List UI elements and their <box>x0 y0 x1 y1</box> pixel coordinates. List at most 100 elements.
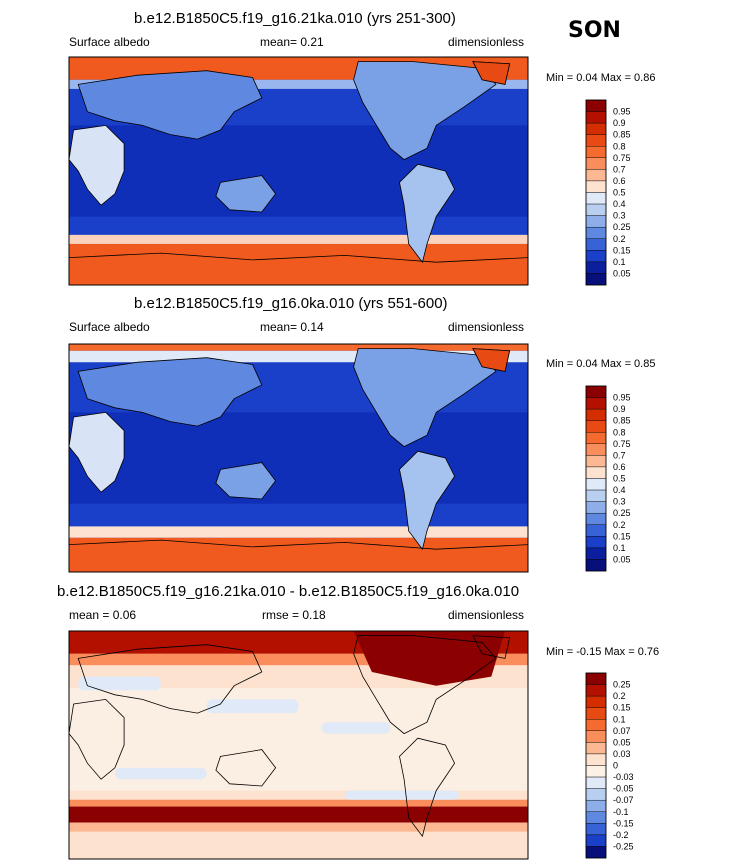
colorbar-swatch <box>585 536 607 549</box>
continent <box>69 411 125 493</box>
colorbar-tick-label: 0.5 <box>613 188 626 198</box>
colorbar-swatch <box>585 753 607 766</box>
colorbar-tick-label: 0.75 <box>613 153 631 163</box>
panel-3-units: dimensionless <box>448 608 525 622</box>
colorbar-tick-label: -0.07 <box>613 795 634 805</box>
colorbar-swatch <box>585 489 607 502</box>
colorbar-swatch <box>585 707 607 720</box>
colorbar-swatch <box>585 524 607 537</box>
colorbar-tick-label: -0.03 <box>613 772 634 782</box>
colorbar-tick-label: 0.1 <box>613 543 626 553</box>
colorbar-tick-label: 0.8 <box>613 141 626 151</box>
map-frame <box>68 56 529 286</box>
continent <box>215 175 277 213</box>
colorbar-swatch <box>585 834 607 847</box>
panel-1-left-label: Surface albedo <box>69 35 150 49</box>
colorbar-swatch <box>585 684 607 697</box>
colorbar-swatch <box>585 695 607 708</box>
colorbar-swatch <box>585 157 607 170</box>
negative-patch <box>114 767 207 780</box>
colorbar-tick-label: 0.9 <box>613 118 626 128</box>
colorbar-tick-label: 0.8 <box>613 427 626 437</box>
colorbar-tick-label: 0.05 <box>613 554 631 564</box>
continent <box>399 163 456 264</box>
continent-outline <box>353 635 497 735</box>
laurentide-anomaly <box>353 631 505 686</box>
south-ice-edge <box>69 234 528 244</box>
colorbar-tick-label: 0.2 <box>613 234 626 244</box>
tropical-ocean <box>69 125 528 217</box>
colorbar-tick-label: 0.6 <box>613 176 626 186</box>
colorbar-swatch <box>585 846 607 859</box>
colorbar-3: 0.250.20.150.10.070.050.030-0.03-0.05-0.… <box>585 672 634 859</box>
panel-2-mean: mean= 0.14 <box>260 320 324 334</box>
colorbar-tick-label: 0.1 <box>613 257 626 267</box>
colorbar-swatch <box>585 226 607 239</box>
colorbar-swatch <box>585 134 607 147</box>
colorbar-tick-label: 0.5 <box>613 474 626 484</box>
colorbar-tick-label: -0.25 <box>613 841 634 851</box>
colorbar-swatch <box>585 730 607 743</box>
colorbar-swatch <box>585 420 607 433</box>
continent <box>77 357 263 427</box>
colorbar-tick-label: 0.25 <box>613 508 631 518</box>
negative-patch <box>321 722 391 734</box>
colorbar-swatch <box>585 273 607 286</box>
panel-3-rmse: rmse = 0.18 <box>262 608 326 622</box>
colorbar-swatch <box>585 478 607 491</box>
colorbar-tick-label: 0.3 <box>613 211 626 221</box>
panel-3-minmax: Min = -0.15 Max = 0.76 <box>546 646 660 658</box>
colorbar-tick-label: -0.15 <box>613 818 634 828</box>
colorbar-tick-label: 0.1 <box>613 714 626 724</box>
greenland-ice <box>472 61 511 85</box>
south-band-fade <box>69 822 528 832</box>
colorbar-tick-label: 0.25 <box>613 222 631 232</box>
colorbar-tick-label: 0.95 <box>613 393 631 403</box>
north-ice-band <box>69 344 528 351</box>
colorbar-tick-label: -0.1 <box>613 807 629 817</box>
tropical-ocean <box>69 412 528 504</box>
colorbar-tick-label: 0.75 <box>613 439 631 449</box>
colorbar-tick-label: 0.25 <box>613 680 631 690</box>
map-frame <box>68 343 529 573</box>
colorbar-swatch <box>585 501 607 514</box>
colorbar-swatch <box>585 742 607 755</box>
colorbar-swatch <box>585 192 607 205</box>
colorbar-swatch <box>585 455 607 468</box>
colorbar-tick-label: 0.4 <box>613 485 626 495</box>
colorbar-swatch <box>585 788 607 801</box>
colorbar-swatch <box>585 397 607 410</box>
colorbar-swatch <box>585 719 607 732</box>
colorbar-swatch <box>585 547 607 560</box>
colorbar-tick-label: 0.15 <box>613 245 631 255</box>
colorbar-swatch <box>585 238 607 251</box>
colorbar-1: 0.950.9 0.850.8 0.750.7 0.6 0.50.4 0.30.25 0.2… <box>585 99 631 286</box>
colorbar-tick-label: 0.4 <box>613 199 626 209</box>
colorbar-swatch <box>585 765 607 778</box>
negative-patch <box>344 790 460 800</box>
colorbar-swatch <box>585 250 607 263</box>
colorbar-tick-label: 0.2 <box>613 691 626 701</box>
colorbar-swatch <box>585 215 607 228</box>
colorbar-swatch <box>585 180 607 193</box>
colorbar-swatch <box>585 385 607 398</box>
panel-3-title: b.e12.B1850C5.f19_g16.21ka.010 - b.e12.B… <box>57 583 520 600</box>
colorbar-swatch <box>585 811 607 824</box>
colorbar-tick-label: 0.85 <box>613 130 631 140</box>
panel-1-minmax: Min = 0.04 Max = 0.86 <box>546 72 656 84</box>
map-frame <box>68 630 529 860</box>
colorbar-swatch <box>585 122 607 135</box>
colorbar-swatch <box>585 408 607 421</box>
north-ice-edge <box>69 350 528 363</box>
colorbar-tick-label: 0.9 <box>613 404 626 414</box>
colorbar-swatch <box>585 443 607 456</box>
colorbar-swatch <box>585 776 607 789</box>
colorbar-swatch <box>585 559 607 572</box>
panel-1-title: b.e12.B1850C5.f19_g16.21ka.010 (yrs 251-… <box>134 10 456 27</box>
panel-3-mean: mean = 0.06 <box>69 608 137 622</box>
map-panel-3 <box>68 630 529 860</box>
colorbar-swatch <box>585 672 607 685</box>
colorbar-tick-label: 0.7 <box>613 450 626 460</box>
continent-outline <box>472 635 511 659</box>
colorbar-frame <box>585 385 607 572</box>
